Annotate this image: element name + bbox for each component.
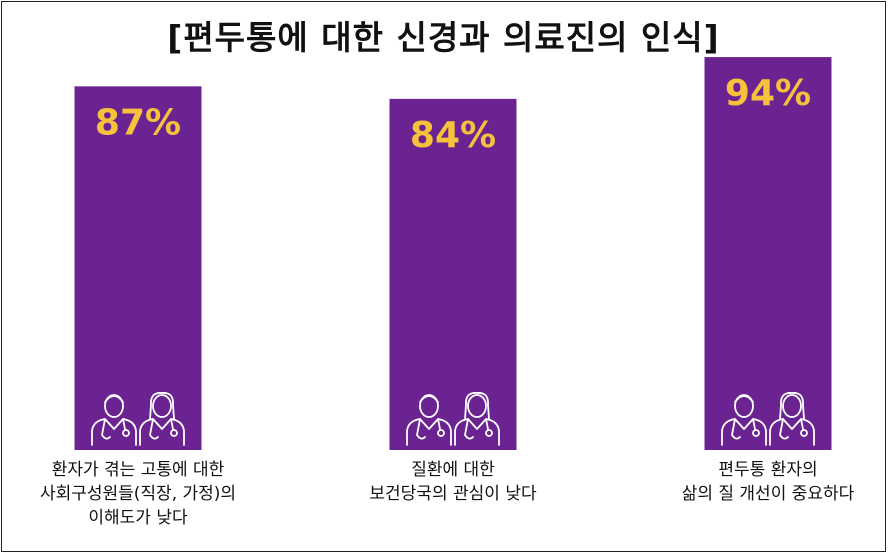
- chart-title: [편두통에 대한 신경과 의료진의 인식]: [167, 18, 720, 57]
- category-label-line: 환자가 겪는 고통에 대한: [51, 460, 225, 480]
- value-label-3: 94%: [725, 73, 811, 114]
- category-label-line: 삶의 질 개선이 중요하다: [681, 484, 855, 504]
- bar-1: [74, 86, 202, 450]
- category-label-line: 이해도가 낮다: [88, 508, 188, 528]
- bar-3: [704, 57, 832, 450]
- doctors-icon: [406, 392, 500, 446]
- doctors-icon: [91, 392, 185, 446]
- doctors-icon: [721, 392, 815, 446]
- category-label-line: 보건당국의 관심이 낮다: [369, 484, 537, 504]
- value-label-2: 84%: [410, 115, 496, 156]
- category-label-line: 편두통 환자의: [718, 460, 818, 480]
- category-label-line: 사회구성원들(직장, 가정)의: [39, 484, 237, 504]
- category-label-line: 질환에 대한: [411, 460, 495, 480]
- bar-2: [389, 98, 517, 450]
- value-label-1: 87%: [95, 102, 181, 143]
